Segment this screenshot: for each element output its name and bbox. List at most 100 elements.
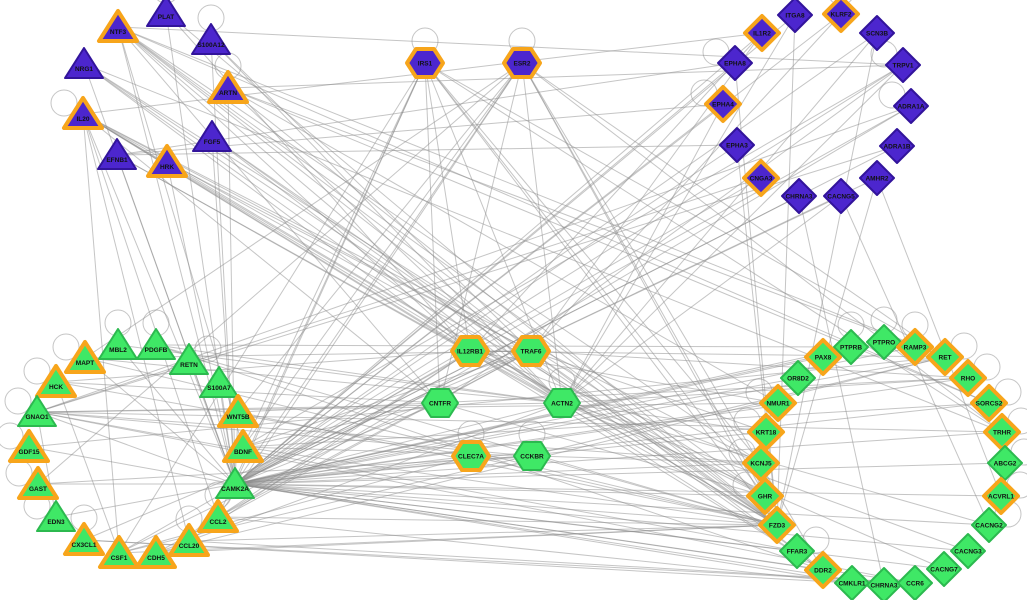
node-MAPT[interactable]: MAPT (64, 340, 106, 374)
node-ESR2[interactable]: ESR2 (502, 47, 542, 79)
edge-IRS1-RET (424, 62, 946, 358)
triangle-node-shape (169, 343, 209, 375)
edge-IL20-CCL2 (82, 113, 219, 518)
diamond-node-shape (717, 45, 753, 81)
diamond-node-shape (780, 360, 816, 396)
node-TRAF6[interactable]: TRAF6 (511, 335, 551, 367)
node-FFAR3[interactable]: FFAR3 (779, 533, 815, 569)
edge-ACTN2-KRT18 (561, 402, 767, 433)
node-ACTN2[interactable]: ACTN2 (543, 388, 581, 418)
node-ADRA1A[interactable]: ADRA1A (893, 88, 929, 124)
triangle-node-shape (97, 138, 137, 170)
diamond-node-shape (885, 47, 921, 83)
node-CCKBR[interactable]: CCKBR (513, 441, 551, 471)
edge-ITGA8-FZD3 (776, 14, 796, 526)
node-GNAO1[interactable]: GNAO1 (17, 395, 57, 427)
edge-ESR2-BDNF (242, 62, 523, 448)
node-CNGA3[interactable]: CNGA3 (742, 159, 780, 197)
edge-CAMK2A-GHR (234, 483, 766, 497)
edge-PLAT-CAMK2A (165, 11, 236, 485)
triangle-node-shape (192, 120, 232, 152)
edge-TRAF6-RHO (530, 350, 969, 379)
node-IL20[interactable]: IL20 (62, 96, 104, 130)
edge-IL20-CNTFR (82, 113, 441, 404)
triangle-node-shape (98, 328, 138, 360)
edge-IL20-CSF1 (82, 113, 120, 554)
edge-TRPV1-CAMK2A (234, 64, 904, 485)
node-AMHR2[interactable]: AMHR2 (859, 160, 895, 196)
diamond-node-shape (823, 178, 859, 214)
edge-ESR2-MAPT (84, 62, 523, 359)
edge-CCL20-FZD3 (188, 524, 778, 542)
edge-CAMK2A-SORCS2 (234, 402, 990, 485)
node-RET[interactable]: RET (926, 338, 964, 376)
diamond-node-shape (743, 14, 781, 52)
node-IRS1[interactable]: IRS1 (405, 47, 445, 79)
node-OR8D2[interactable]: OR8D2 (780, 360, 816, 396)
edge-CX3CL1-CMKLR1 (83, 539, 853, 584)
edge-EPHA4-CAMK2A (234, 103, 724, 485)
node-PDGFB[interactable]: PDGFB (136, 328, 176, 360)
edge-CHRNA3_P-CHRNA3_G (798, 195, 885, 586)
node-ADRA1B[interactable]: ADRA1B (879, 128, 915, 164)
edge-GNAO1-NMUR1 (36, 402, 779, 413)
node-NRG1[interactable]: NRG1 (64, 47, 104, 79)
node-CCL2[interactable]: CCL2 (197, 499, 239, 533)
hexagon-node-shape (513, 441, 551, 471)
node-CNTFR[interactable]: CNTFR (421, 388, 459, 418)
edge-IRS1-BDNF (242, 62, 426, 448)
triangle-node-shape (207, 70, 249, 104)
edge-BDNF-SORCS2 (242, 402, 990, 448)
node-PLAT[interactable]: PLAT (146, 0, 186, 27)
edge-CCL2-FZD3 (217, 516, 778, 526)
triangle-node-shape (215, 467, 255, 499)
edge-IL12RB1-CSF1 (118, 350, 471, 554)
triangle-node-shape (168, 523, 210, 557)
diamond-node-shape (759, 384, 797, 422)
node-IL12RB1[interactable]: IL12RB1 (450, 335, 490, 367)
node-MBL2[interactable]: MBL2 (98, 328, 138, 360)
node-CCR6[interactable]: CCR6 (897, 565, 933, 600)
edge-ESR2-TRHR (521, 62, 1003, 433)
node-CACNG5[interactable]: CACNG5 (823, 178, 859, 214)
edge-SCN3B-ACTN2 (561, 32, 878, 404)
node-ITGA8[interactable]: ITGA8 (777, 0, 813, 33)
edge-ESR2-RET (521, 62, 946, 358)
edge-HRK-CAMK2A (166, 161, 236, 485)
triangle-node-shape (35, 364, 77, 398)
diamond-node-shape (987, 445, 1023, 481)
diamond-node-shape (777, 0, 813, 33)
edge-PLAT-FZD3 (165, 11, 778, 526)
triangle-node-shape (191, 23, 231, 55)
edge-NTF3-RET (117, 26, 946, 358)
diamond-node-shape (758, 506, 796, 544)
edge-CDH5-FZD3 (155, 524, 778, 554)
node-CLEC7A[interactable]: CLEC7A (451, 440, 491, 472)
edge-ITGA8-ACTN2 (561, 14, 796, 404)
edge-EFNB1-ACTN2 (116, 154, 563, 404)
edge-KLRF2-TRAF6 (530, 13, 842, 352)
edge-GNAO1-CCR6 (36, 411, 916, 584)
node-CHRNA3_P[interactable]: CHRNA3 (781, 178, 817, 214)
diamond-node-shape (926, 338, 964, 376)
node-CHRNA3_G[interactable]: CHRNA3 (866, 567, 902, 600)
node-EDN3[interactable]: EDN3 (36, 500, 76, 532)
edge-IL20-CCL20 (82, 113, 190, 542)
edge-CAMK2A-FZD3 (234, 483, 778, 526)
node-EPHA3[interactable]: EPHA3 (719, 127, 755, 163)
node-SCN3B[interactable]: SCN3B (859, 15, 895, 51)
edge-CNTFR-GHR (439, 402, 766, 497)
edge-TRAF6-BDNF (242, 350, 532, 448)
edge-S100A12-ACTN2 (210, 39, 563, 404)
edge-IRS1-IL12RB1 (424, 62, 471, 352)
hexagon-node-shape (421, 388, 459, 418)
edge-GNAO1-CAMK2A (36, 411, 236, 485)
node-IL1R2[interactable]: IL1R2 (743, 14, 781, 52)
node-NTF3[interactable]: NTF3 (97, 9, 139, 43)
edge-ARTN-FZD3 (227, 87, 778, 526)
edge-IRS1-CNTFR (424, 62, 441, 404)
edge-EPHA3-CAMK2A (234, 144, 738, 485)
triangle-node-shape (17, 466, 59, 500)
edge-IL20-CAMK2A (82, 113, 236, 485)
